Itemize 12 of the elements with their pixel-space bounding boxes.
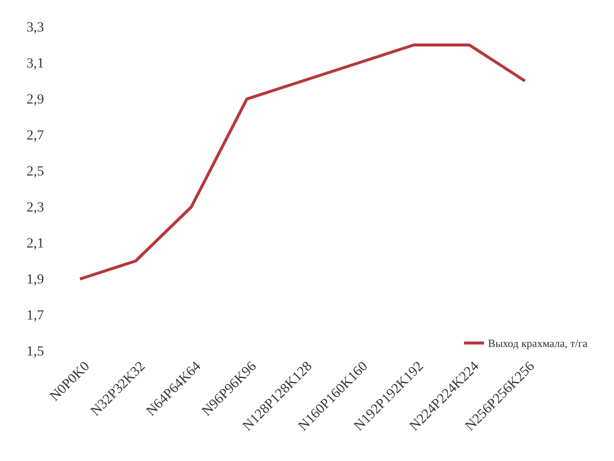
y-tick-label: 3,3 — [26, 20, 44, 36]
line-series — [78, 44, 526, 280]
legend-label: Выход крахмала, т/га — [488, 338, 588, 350]
y-tick-label: 1,7 — [26, 308, 44, 324]
y-tick-label: 3,1 — [26, 56, 44, 72]
y-tick-label: 2,1 — [26, 236, 44, 252]
y-tick-label: 2,7 — [26, 128, 44, 144]
y-tick-label: 2,3 — [26, 200, 44, 216]
y-tick-label: 2,9 — [26, 92, 44, 108]
y-tick-label: 1,5 — [26, 344, 44, 360]
y-tick-label: 1,9 — [26, 272, 44, 288]
y-tick-label: 2,5 — [26, 164, 44, 180]
